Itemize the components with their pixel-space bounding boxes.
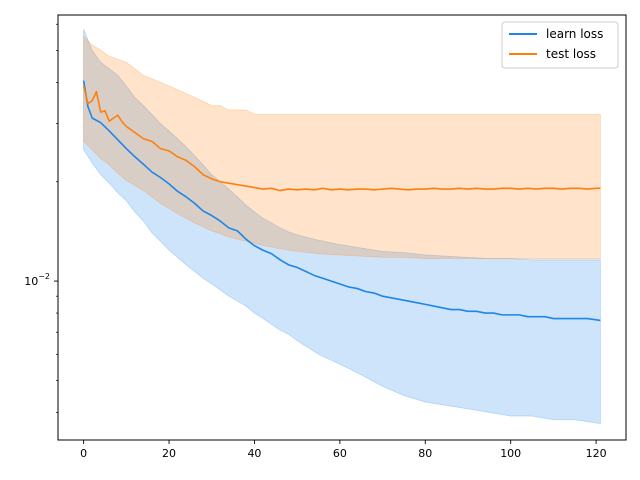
x-tick-label-0: 0 — [80, 447, 87, 460]
band-test-loss — [83, 35, 601, 259]
x-axis: 0 20 40 60 80 100 120 — [80, 440, 607, 460]
legend: learn loss test loss — [501, 21, 619, 69]
x-tick-label-40: 40 — [247, 447, 261, 460]
x-tick-label-120: 120 — [586, 447, 607, 460]
line-learn-loss — [82, 80, 601, 322]
plot-area — [82, 28, 601, 425]
line-test-loss — [82, 85, 601, 192]
x-tick-label-80: 80 — [418, 447, 432, 460]
x-tick-label-20: 20 — [162, 447, 176, 460]
axes-frame — [57, 14, 627, 441]
legend-label-learn-loss: learn loss — [546, 27, 603, 41]
y-axis: 10−2 — [24, 23, 58, 413]
x-tick-label-60: 60 — [333, 447, 347, 460]
y-tick-label: 10−2 — [24, 272, 50, 288]
band-learn-loss — [83, 28, 601, 425]
legend-label-test-loss: test loss — [546, 47, 596, 61]
x-tick-label-100: 100 — [500, 447, 521, 460]
